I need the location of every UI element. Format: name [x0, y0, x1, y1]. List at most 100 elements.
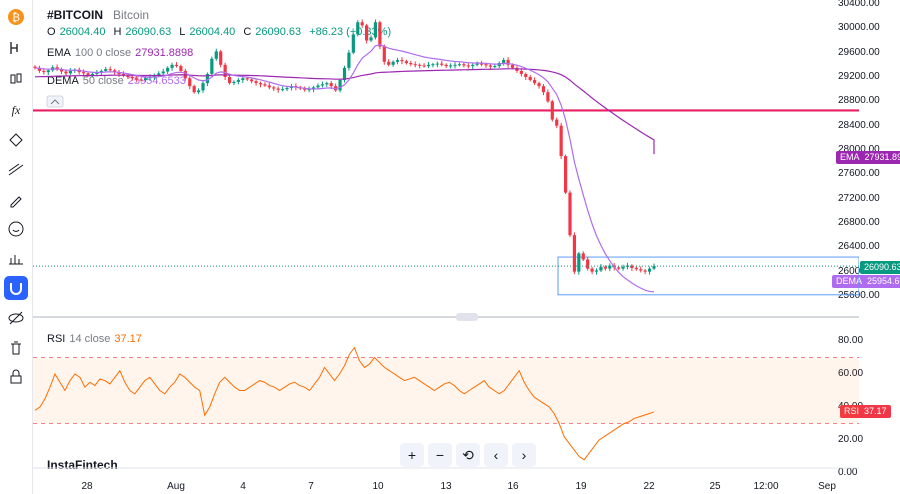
time-tick-label: 16 [507, 481, 519, 492]
candle-body [395, 59, 400, 62]
open-label: O [47, 26, 56, 38]
candle-body [387, 61, 391, 65]
scroll-right-button[interactable]: › [512, 443, 536, 467]
price-tick-label: 26400.00 [838, 241, 880, 253]
zoom-out-button[interactable]: − [428, 443, 452, 467]
trash-tool-button[interactable] [4, 336, 28, 360]
candle-body [95, 72, 99, 74]
candle-body [135, 78, 139, 80]
symbol-ticker[interactable]: #BITCOIN [47, 8, 104, 22]
candle-body [192, 86, 196, 93]
ema-legend[interactable]: EMA 100 0 close 27931.8898 [47, 47, 193, 59]
candle-body [104, 69, 108, 71]
candle-body [617, 267, 621, 269]
candle-body [254, 81, 258, 84]
rsi-value: 37.17 [114, 333, 142, 345]
dema-tag-value: 25954.65 [867, 276, 900, 286]
candle-body [440, 63, 444, 65]
candle-body [210, 58, 214, 74]
candle-body [117, 72, 121, 74]
candle-body [563, 156, 568, 193]
price-tick-label: 29600.00 [838, 46, 880, 58]
candle-body [276, 88, 280, 90]
candle-body [316, 85, 320, 88]
candle-body [519, 70, 523, 74]
candle-body [219, 51, 223, 65]
candle-body [179, 66, 183, 71]
candle-body [130, 77, 134, 79]
candle-body [338, 80, 342, 91]
chart-navigation: + − ⟲ ‹ › [400, 443, 536, 470]
candle-body [272, 87, 276, 89]
candle-body [404, 61, 408, 64]
trend-tool-button[interactable] [4, 158, 28, 182]
candle-body [533, 80, 537, 84]
legend-collapse-button[interactable] [46, 95, 64, 108]
candle-body [320, 84, 324, 86]
smile-tool-button[interactable] [4, 217, 28, 241]
measure-tool-button[interactable] [4, 247, 28, 271]
candle-body [360, 22, 364, 26]
range-box[interactable] [557, 256, 859, 296]
candle-body [112, 70, 117, 73]
time-tick-label: 22 [643, 481, 655, 492]
candle-body [502, 59, 506, 64]
measure-icon [9, 255, 23, 265]
candle-body [568, 192, 572, 236]
eye-off-icon [8, 311, 24, 325]
eye-off-tool-button[interactable] [4, 306, 28, 330]
lock-tool-button[interactable] [4, 365, 28, 389]
candle-body [475, 63, 479, 65]
chart-canvas[interactable] [33, 0, 859, 480]
rsi-name: RSI [47, 333, 66, 345]
candle-body [479, 63, 484, 65]
rsi-tick-label: 20.00 [838, 434, 864, 445]
fx-tool-button[interactable]: fx [4, 98, 28, 122]
candle-body [639, 269, 643, 271]
candle-body [647, 268, 652, 272]
ohlc-legend: O 26004.40 H 26090.63 L 26004.40 C 26090… [47, 26, 391, 38]
price-tick-label: 27200.00 [838, 192, 880, 204]
candles-tool-button[interactable] [4, 67, 28, 91]
candle-body [174, 64, 179, 67]
reset-button[interactable]: ⟲ [456, 443, 480, 467]
brush-tool-button[interactable] [4, 188, 28, 212]
candle-body [250, 79, 254, 82]
grid-icon [10, 42, 18, 54]
candle-body [413, 64, 417, 66]
price-tick-label: 29200.00 [838, 71, 880, 82]
candle-body [68, 70, 72, 74]
time-tick-label: 13 [440, 481, 452, 492]
zoom-in-button[interactable]: + [400, 443, 424, 467]
dema-line[interactable] [34, 44, 655, 293]
candle-body [42, 70, 46, 73]
grid-tool-button[interactable] [4, 36, 28, 60]
candle-body [108, 69, 112, 71]
high-label: H [113, 26, 122, 38]
candle-body [594, 270, 599, 272]
magnet-tool-button[interactable] [4, 276, 28, 300]
scroll-left-button[interactable]: ‹ [484, 443, 508, 467]
candle-body [223, 64, 227, 77]
rsi-line[interactable] [34, 346, 655, 461]
rsi-tick-label: 80.00 [838, 335, 864, 346]
candle-body [201, 83, 205, 91]
candle-body [59, 69, 64, 72]
candle-body [347, 52, 351, 68]
dema-price-tag: DEMA 25954.65 [832, 275, 900, 288]
cursor-tool-button[interactable] [4, 128, 28, 152]
dema-name: DEMA [47, 75, 79, 87]
bitcoin-tool-button[interactable]: ₿ [4, 5, 28, 29]
rsi-tick-label: 0.00 [838, 467, 858, 478]
ema-tag-label: EMA [840, 152, 860, 162]
pane-resize-handle[interactable] [456, 313, 478, 321]
rsi-legend[interactable]: RSI 14 close 37.17 [47, 333, 142, 345]
candle-body [329, 83, 333, 87]
candle-body [263, 84, 267, 86]
rsi-tag-value: 37.17 [864, 406, 887, 416]
candle-body [342, 67, 347, 81]
candle-body [64, 71, 68, 74]
dema-legend[interactable]: DEMA 50 close 25954.6533 [47, 75, 186, 87]
candle-body [449, 65, 453, 67]
candle-body [188, 78, 192, 87]
